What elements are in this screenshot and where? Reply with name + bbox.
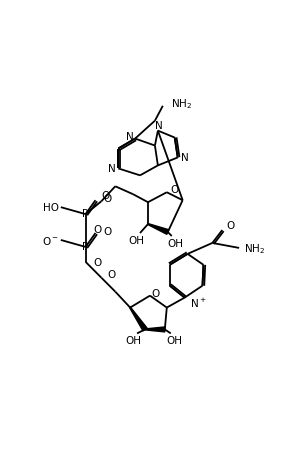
Text: O: O: [171, 185, 179, 195]
Text: O: O: [93, 258, 102, 268]
Text: O: O: [103, 194, 112, 204]
Text: HO: HO: [43, 203, 59, 213]
Text: O: O: [226, 221, 234, 231]
Polygon shape: [130, 307, 147, 331]
Text: O: O: [101, 191, 110, 201]
Text: OH: OH: [128, 236, 144, 246]
Text: NH$_2$: NH$_2$: [171, 97, 192, 111]
Text: N$^+$: N$^+$: [190, 297, 206, 310]
Text: O$^-$: O$^-$: [42, 235, 59, 247]
Text: OH: OH: [167, 336, 183, 347]
Text: NH$_2$: NH$_2$: [244, 242, 265, 256]
Text: O: O: [107, 270, 116, 280]
Text: OH: OH: [168, 239, 184, 249]
Text: N: N: [126, 132, 134, 142]
Text: O: O: [93, 225, 102, 235]
Text: N: N: [181, 154, 189, 163]
Text: O: O: [103, 227, 112, 237]
Text: OH: OH: [125, 336, 141, 347]
Text: N: N: [108, 164, 116, 174]
Text: P: P: [82, 242, 89, 252]
Text: O: O: [152, 289, 160, 298]
Polygon shape: [145, 327, 165, 332]
Polygon shape: [148, 224, 169, 234]
Text: P: P: [82, 209, 89, 219]
Text: N: N: [155, 120, 163, 131]
